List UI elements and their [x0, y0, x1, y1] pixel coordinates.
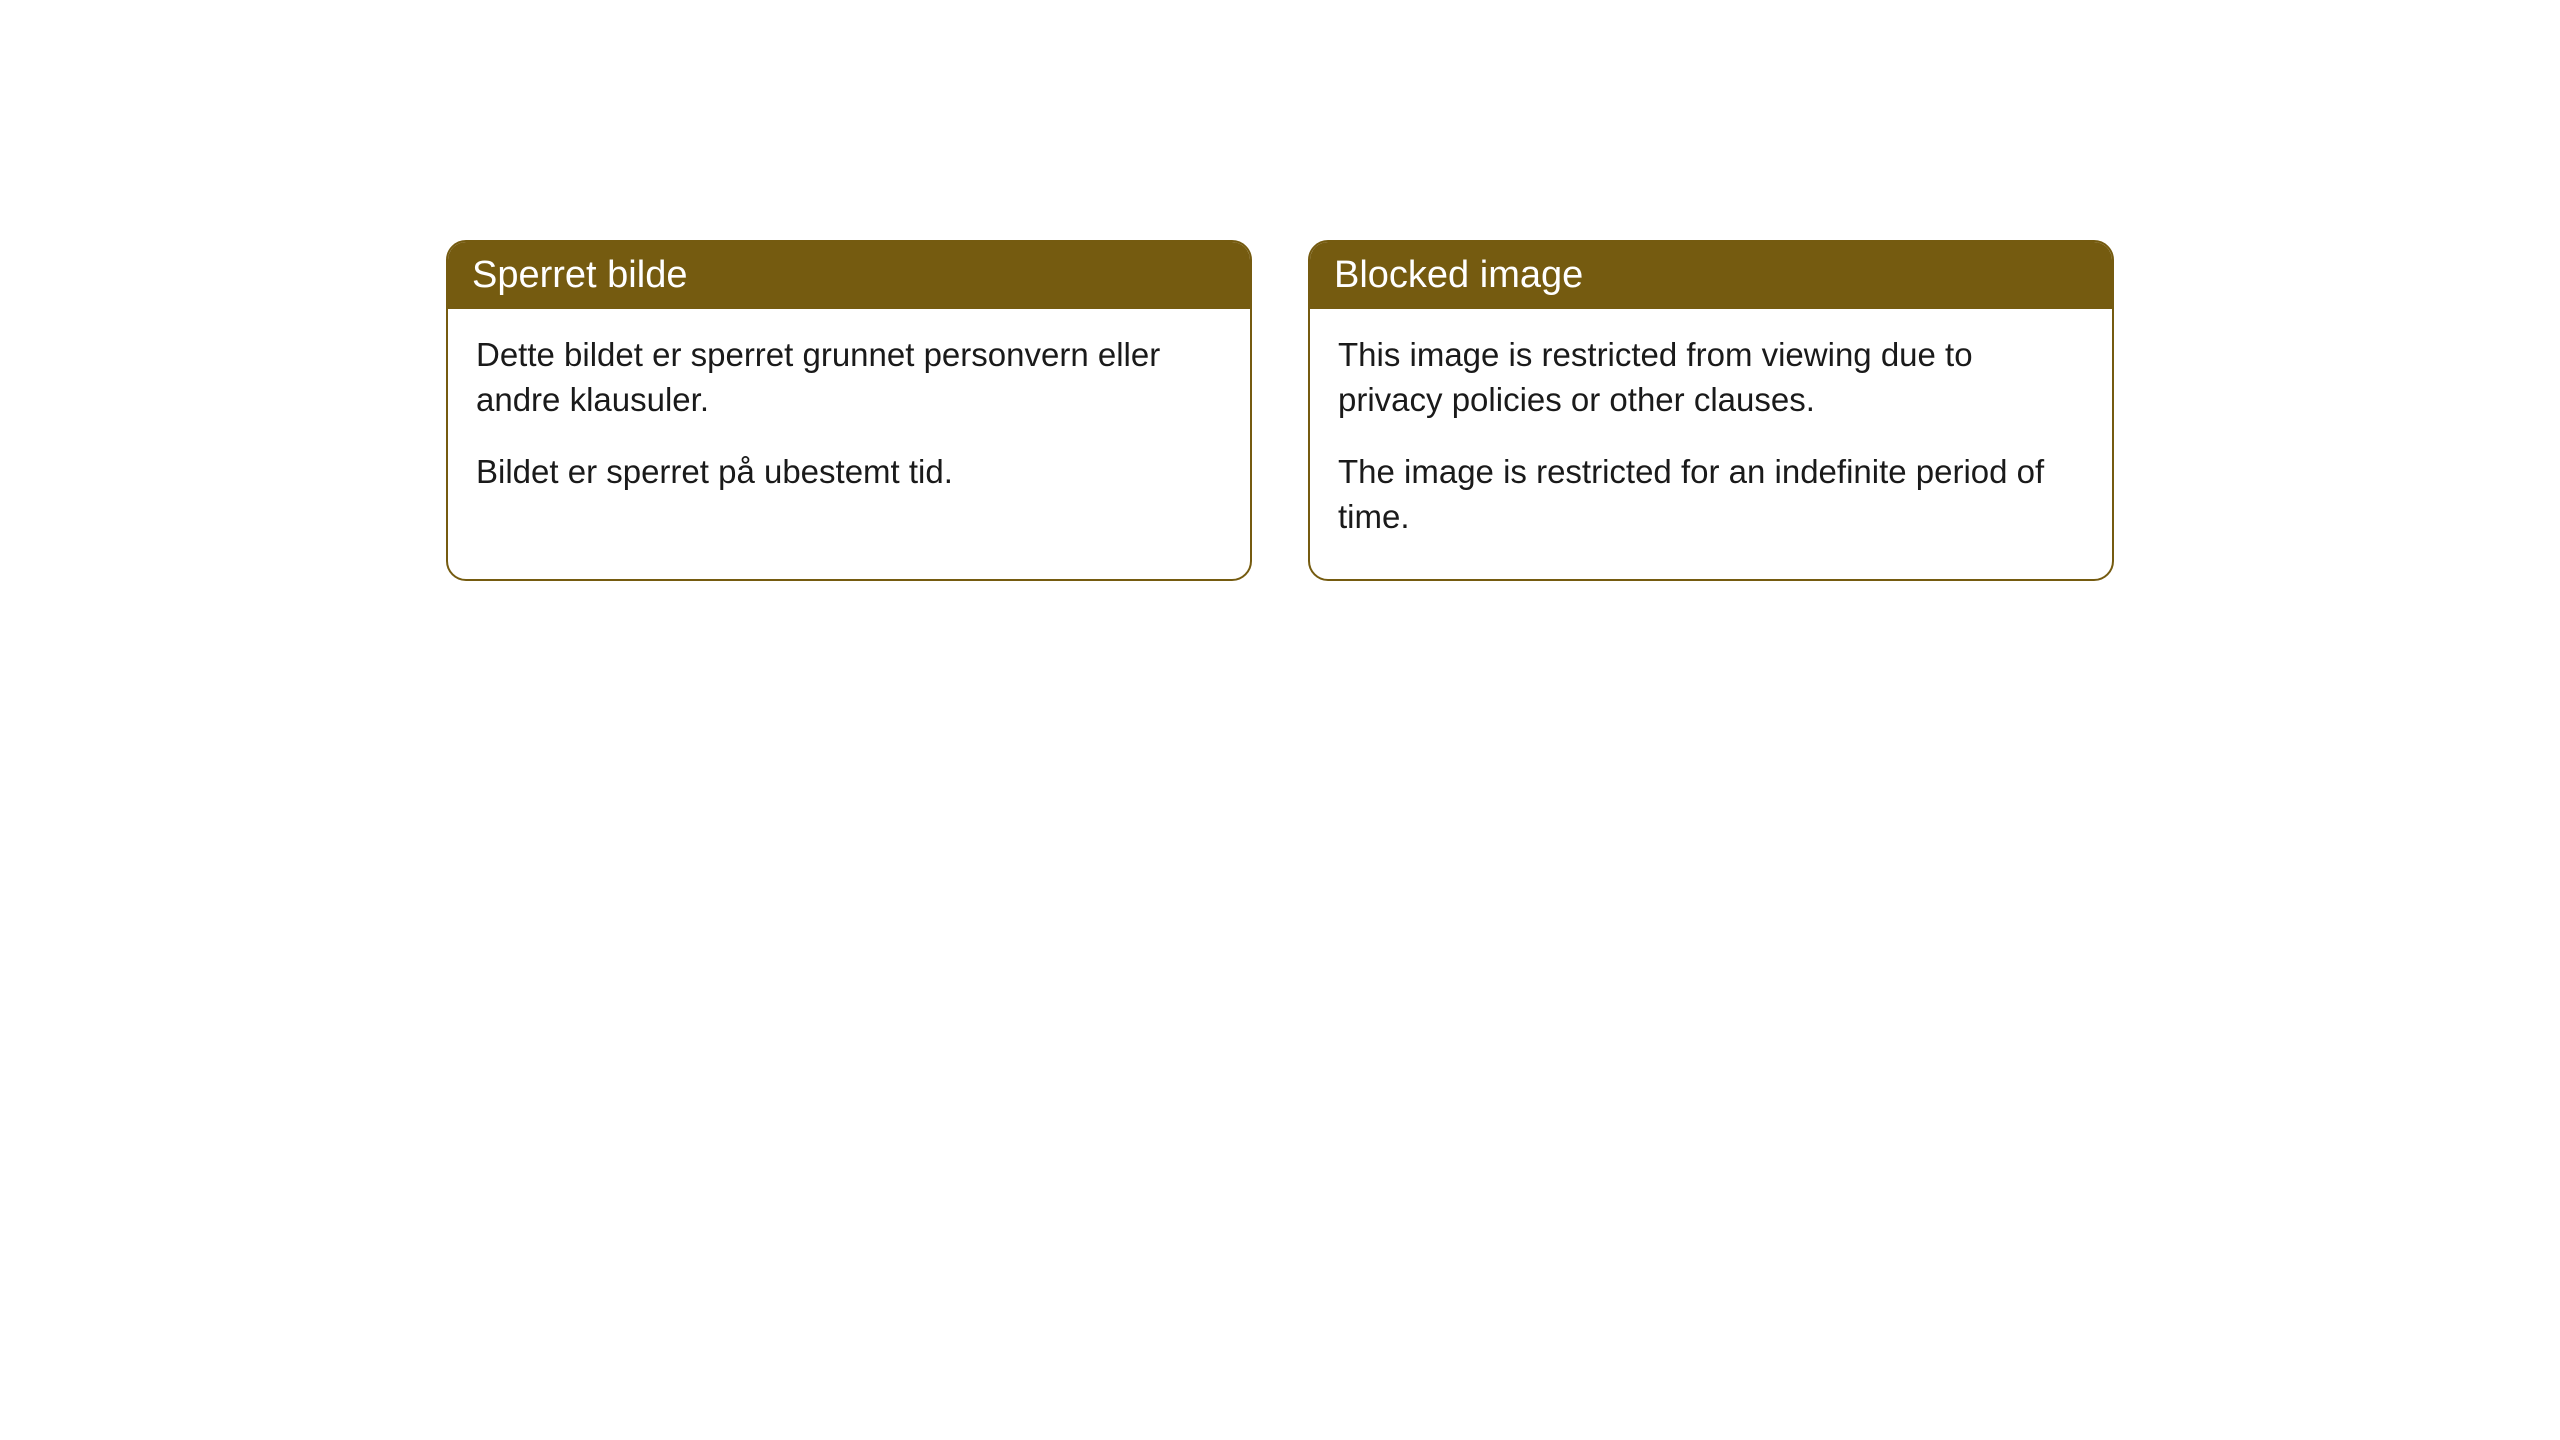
card-title: Blocked image: [1334, 254, 1583, 296]
notice-card-english: Blocked image This image is restricted f…: [1308, 240, 2114, 581]
notice-cards-container: Sperret bilde Dette bildet er sperret gr…: [0, 0, 2560, 581]
card-paragraph-1: Dette bildet er sperret grunnet personve…: [476, 333, 1222, 422]
card-body: This image is restricted from viewing du…: [1310, 309, 2112, 579]
card-paragraph-1: This image is restricted from viewing du…: [1338, 333, 2084, 422]
card-header: Blocked image: [1310, 242, 2112, 309]
notice-card-norwegian: Sperret bilde Dette bildet er sperret gr…: [446, 240, 1252, 581]
card-title: Sperret bilde: [472, 254, 687, 296]
card-paragraph-2: The image is restricted for an indefinit…: [1338, 450, 2084, 539]
card-body: Dette bildet er sperret grunnet personve…: [448, 309, 1250, 535]
card-header: Sperret bilde: [448, 242, 1250, 309]
card-paragraph-2: Bildet er sperret på ubestemt tid.: [476, 450, 1222, 495]
